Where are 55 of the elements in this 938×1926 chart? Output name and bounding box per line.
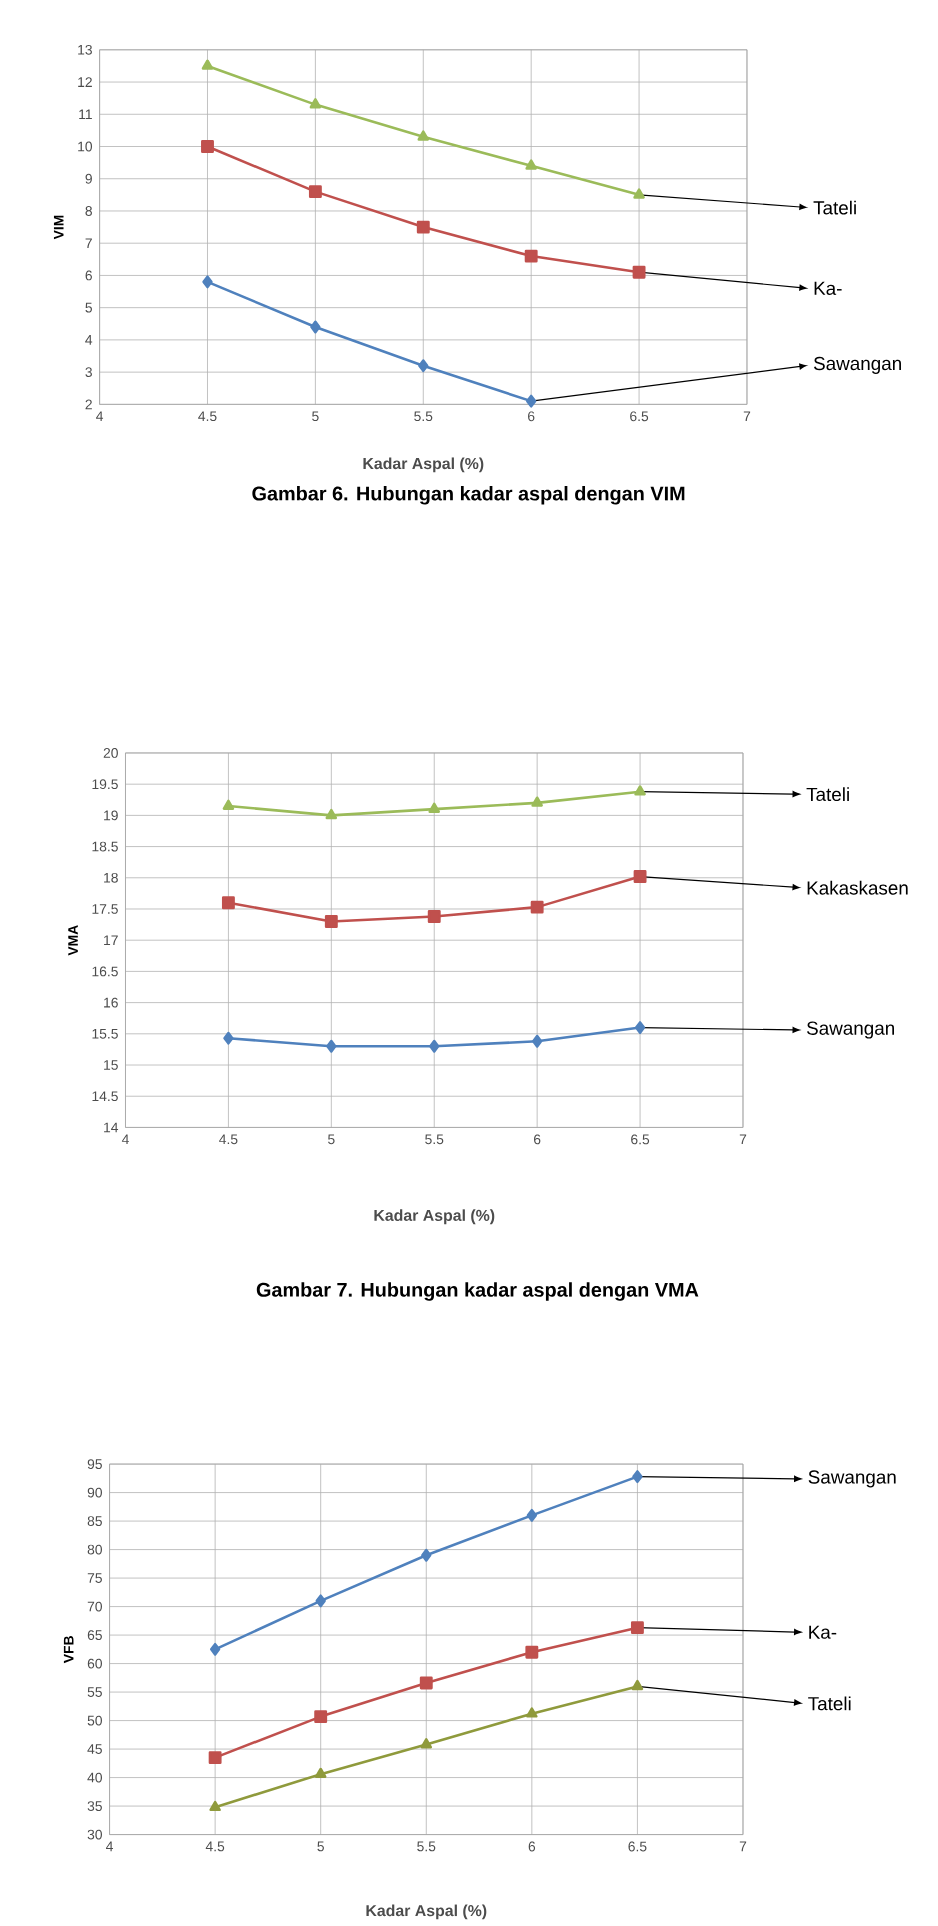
text: Sawangan: [806, 1021, 894, 1039]
point: [530, 900, 544, 914]
point: [221, 896, 235, 910]
text: Sawangan: [808, 1470, 896, 1488]
point: [420, 1738, 432, 1749]
point: [309, 98, 322, 109]
point: [428, 802, 440, 814]
point: [201, 59, 214, 70]
point: [209, 1800, 221, 1812]
point: [416, 220, 430, 234]
point: [209, 1642, 221, 1656]
point: [310, 320, 321, 334]
point: [200, 140, 214, 153]
text: Tateli: [813, 200, 856, 215]
point: [325, 808, 337, 820]
point: [202, 275, 213, 289]
point: [531, 1034, 543, 1048]
text: Gambar 7. Hubungan kadar aspal dengan VMA: [256, 1282, 699, 1301]
point: [326, 1039, 337, 1053]
point: [419, 1676, 433, 1690]
point: [308, 185, 322, 199]
point: [632, 265, 646, 279]
point: [526, 1508, 537, 1522]
text: Tateli: [808, 1696, 851, 1711]
point: [427, 910, 441, 923]
point: [314, 1710, 328, 1724]
text: Gambar 6. Hubungan kadar aspal dengan VIM: [252, 485, 685, 505]
point: [324, 915, 338, 928]
point: [633, 870, 647, 883]
text: Sawangan: [813, 356, 901, 374]
point: [525, 394, 537, 408]
point: [525, 1645, 539, 1659]
point: [222, 799, 235, 810]
point: [428, 1039, 440, 1053]
point: [315, 1594, 326, 1608]
point: [531, 796, 543, 807]
point: [524, 249, 538, 263]
point: [314, 1767, 327, 1779]
text: Tateli: [806, 787, 849, 802]
point: [634, 785, 646, 796]
point: [223, 1031, 234, 1045]
point: [525, 159, 537, 170]
text: Kakaskasen: [807, 880, 908, 895]
point: [634, 1021, 646, 1035]
point: [631, 1679, 644, 1691]
point: [525, 1707, 538, 1718]
point: [630, 1621, 644, 1635]
text: Ka-: [814, 281, 842, 296]
point: [417, 130, 429, 141]
point: [421, 1548, 432, 1562]
point: [632, 1470, 643, 1484]
text: Ka-: [809, 1625, 837, 1639]
point: [208, 1751, 222, 1765]
point: [633, 188, 645, 199]
point: [418, 359, 429, 373]
